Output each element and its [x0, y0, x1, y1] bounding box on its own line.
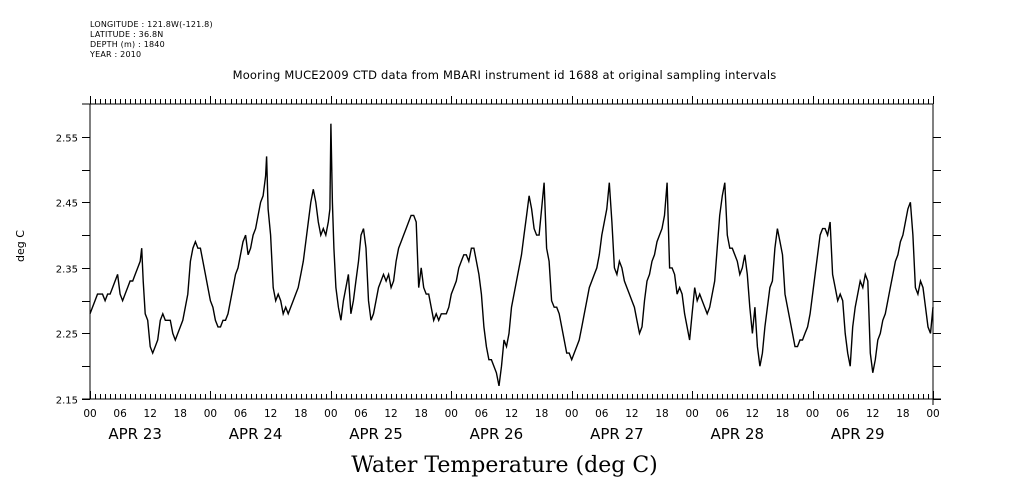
- plot-frame: [82, 103, 941, 405]
- x-axis: 00 06 12 18 00 06 12 18 00 06 12 18 00 06 12 18 00 06 12 18…: [83, 96, 940, 443]
- y-tick-label: 2.25: [56, 330, 78, 341]
- x-hour-label: 00: [806, 408, 819, 420]
- x-hour-label: 00: [445, 408, 458, 420]
- x-hour-label: 00: [83, 408, 96, 420]
- y-tick-label: 2.35: [56, 265, 78, 276]
- x-hour-label: 12: [264, 408, 277, 420]
- x-hour-label: 00: [204, 408, 217, 420]
- series-group: [89, 123, 934, 387]
- chart-title: Mooring MUCE2009 CTD data from MBARI ins…: [232, 68, 777, 82]
- year-label: YEAR : 2010: [90, 50, 142, 59]
- x-hour-label: 06: [595, 408, 609, 420]
- x-day-label: APR 24: [229, 425, 283, 443]
- y-axis: 2.15 2.25 2.35 2.45 2.55: [56, 134, 941, 407]
- x-hour-label: 00: [926, 408, 939, 420]
- x-day-label: APR 25: [349, 425, 403, 443]
- x-hour-label: 18: [414, 408, 427, 420]
- x-hour-label: 12: [746, 408, 759, 420]
- x-hour-label: 00: [565, 408, 578, 420]
- x-hour-label: 12: [144, 408, 157, 420]
- x-hour-label: 12: [625, 408, 638, 420]
- x-hour-label: 06: [234, 408, 248, 420]
- x-axis-title: Water Temperature (deg C): [351, 453, 658, 478]
- station-metadata: LONGITUDE : 121.8W(-121.8) LATITUDE : 36…: [90, 20, 213, 60]
- y-tick-label: 2.15: [56, 396, 78, 407]
- longitude-label: LONGITUDE : 121.8W(-121.8): [90, 20, 213, 29]
- x-hour-label: 18: [174, 408, 187, 420]
- x-hour-label: 06: [113, 408, 127, 420]
- latitude-label: LATITUDE : 36.8N: [90, 30, 164, 39]
- x-day-label: APR 29: [831, 425, 885, 443]
- x-hour-label: 06: [354, 408, 368, 420]
- x-hour-label: 00: [324, 408, 337, 420]
- x-hour-label: 18: [535, 408, 548, 420]
- x-hour-label: 18: [655, 408, 668, 420]
- x-day-label: APR 27: [590, 425, 644, 443]
- x-hour-label: 12: [866, 408, 879, 420]
- x-hour-label: 18: [776, 408, 789, 420]
- depth-label: DEPTH (m) : 1840: [90, 40, 165, 49]
- x-day-label: APR 23: [108, 425, 162, 443]
- x-hour-label: 18: [896, 408, 909, 420]
- x-hour-label: 18: [294, 408, 307, 420]
- x-day-label: APR 26: [470, 425, 524, 443]
- x-hour-label: 06: [716, 408, 730, 420]
- temperature-series-line: [89, 123, 934, 387]
- x-hour-label: 06: [475, 408, 489, 420]
- x-hour-label: 12: [384, 408, 397, 420]
- y-tick-label: 2.45: [56, 199, 78, 210]
- y-tick-label: 2.55: [56, 134, 78, 145]
- x-hour-label: 00: [685, 408, 698, 420]
- x-hour-label: 12: [505, 408, 518, 420]
- x-hour-label: 06: [836, 408, 850, 420]
- x-day-label: APR 28: [711, 425, 765, 443]
